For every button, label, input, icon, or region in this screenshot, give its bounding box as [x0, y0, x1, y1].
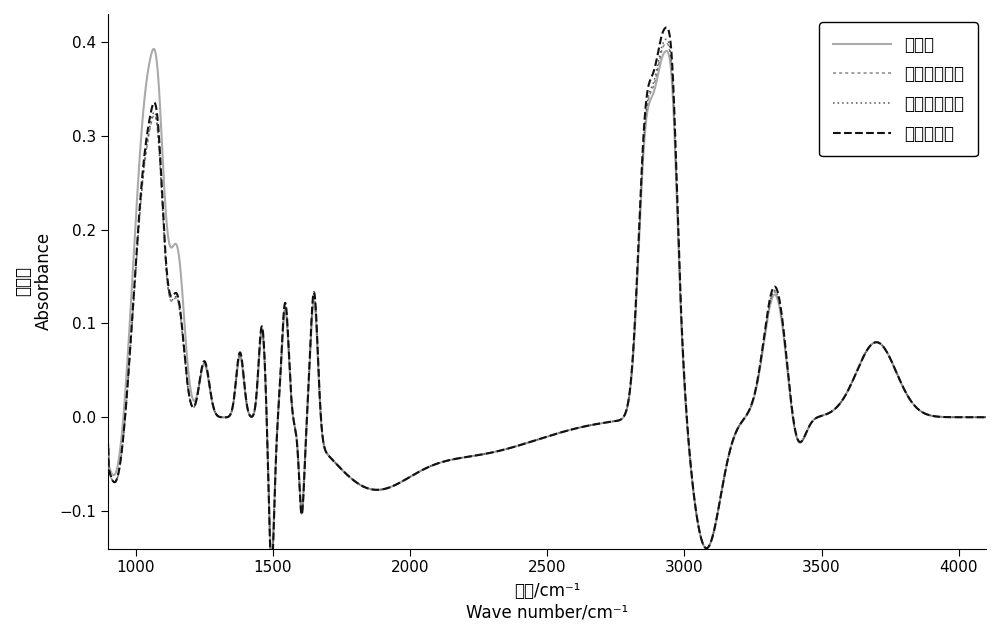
- 普通奶: [738, 415, 750, 423]
- Line: 普通奶: 普通奶: [108, 49, 986, 559]
- 高乳脂特色奶: [102, 444, 114, 451]
- Legend: 普通奶, 高乳脂特色奶, 高蛋白特色奶, 特优优质奶: 普通奶, 高乳脂特色奶, 高蛋白特色奶, 特优优质奶: [819, 22, 978, 156]
- 高乳脂特色奶: [660, 39, 672, 47]
- 高乳脂特色奶: [660, 39, 672, 47]
- 特优优质奶: [794, 438, 806, 446]
- 高蛋白特色奶: [738, 415, 750, 423]
- 高乳脂特色奶: [282, 340, 294, 347]
- 高乳脂特色奶: [971, 413, 983, 421]
- 普通奶: [660, 47, 672, 55]
- 普通奶: [148, 45, 160, 53]
- 特优优质奶: [660, 23, 672, 31]
- 特优优质奶: [971, 413, 983, 421]
- 高乳脂特色奶: [794, 439, 806, 446]
- Line: 高乳脂特色奶: 高乳脂特色奶: [108, 43, 986, 563]
- 高蛋白特色奶: [282, 338, 294, 346]
- 普通奶: [980, 413, 992, 421]
- 高乳脂特色奶: [266, 559, 278, 567]
- 普通奶: [283, 348, 295, 356]
- 特优优质奶: [282, 337, 294, 345]
- Line: 高蛋白特色奶: 高蛋白特色奶: [108, 39, 986, 566]
- 特优优质奶: [846, 377, 858, 385]
- 高乳脂特色奶: [846, 377, 858, 385]
- 高蛋白特色奶: [660, 36, 672, 43]
- 普通奶: [846, 377, 858, 385]
- 高乳脂特色奶: [980, 413, 992, 421]
- 高蛋白特色奶: [794, 439, 806, 446]
- 高蛋白特色奶: [971, 413, 983, 421]
- 高蛋白特色奶: [846, 377, 858, 385]
- 高蛋白特色奶: [102, 444, 114, 451]
- 高乳脂特色奶: [738, 415, 750, 423]
- 特优优质奶: [660, 23, 672, 31]
- 高蛋白特色奶: [266, 563, 278, 570]
- Y-axis label: 吸光度
Absorbance: 吸光度 Absorbance: [14, 232, 53, 330]
- 特优优质奶: [102, 444, 114, 451]
- 普通奶: [266, 555, 278, 563]
- 普通奶: [971, 413, 983, 421]
- 高蛋白特色奶: [980, 413, 992, 421]
- 普通奶: [102, 441, 114, 448]
- 普通奶: [794, 439, 806, 446]
- 特优优质奶: [266, 564, 278, 572]
- 高蛋白特色奶: [660, 36, 672, 43]
- X-axis label: 波数/cm⁻¹
Wave number/cm⁻¹: 波数/cm⁻¹ Wave number/cm⁻¹: [466, 582, 628, 621]
- Line: 特优优质奶: 特优优质奶: [108, 27, 986, 568]
- 特优优质奶: [738, 415, 750, 423]
- 特优优质奶: [980, 413, 992, 421]
